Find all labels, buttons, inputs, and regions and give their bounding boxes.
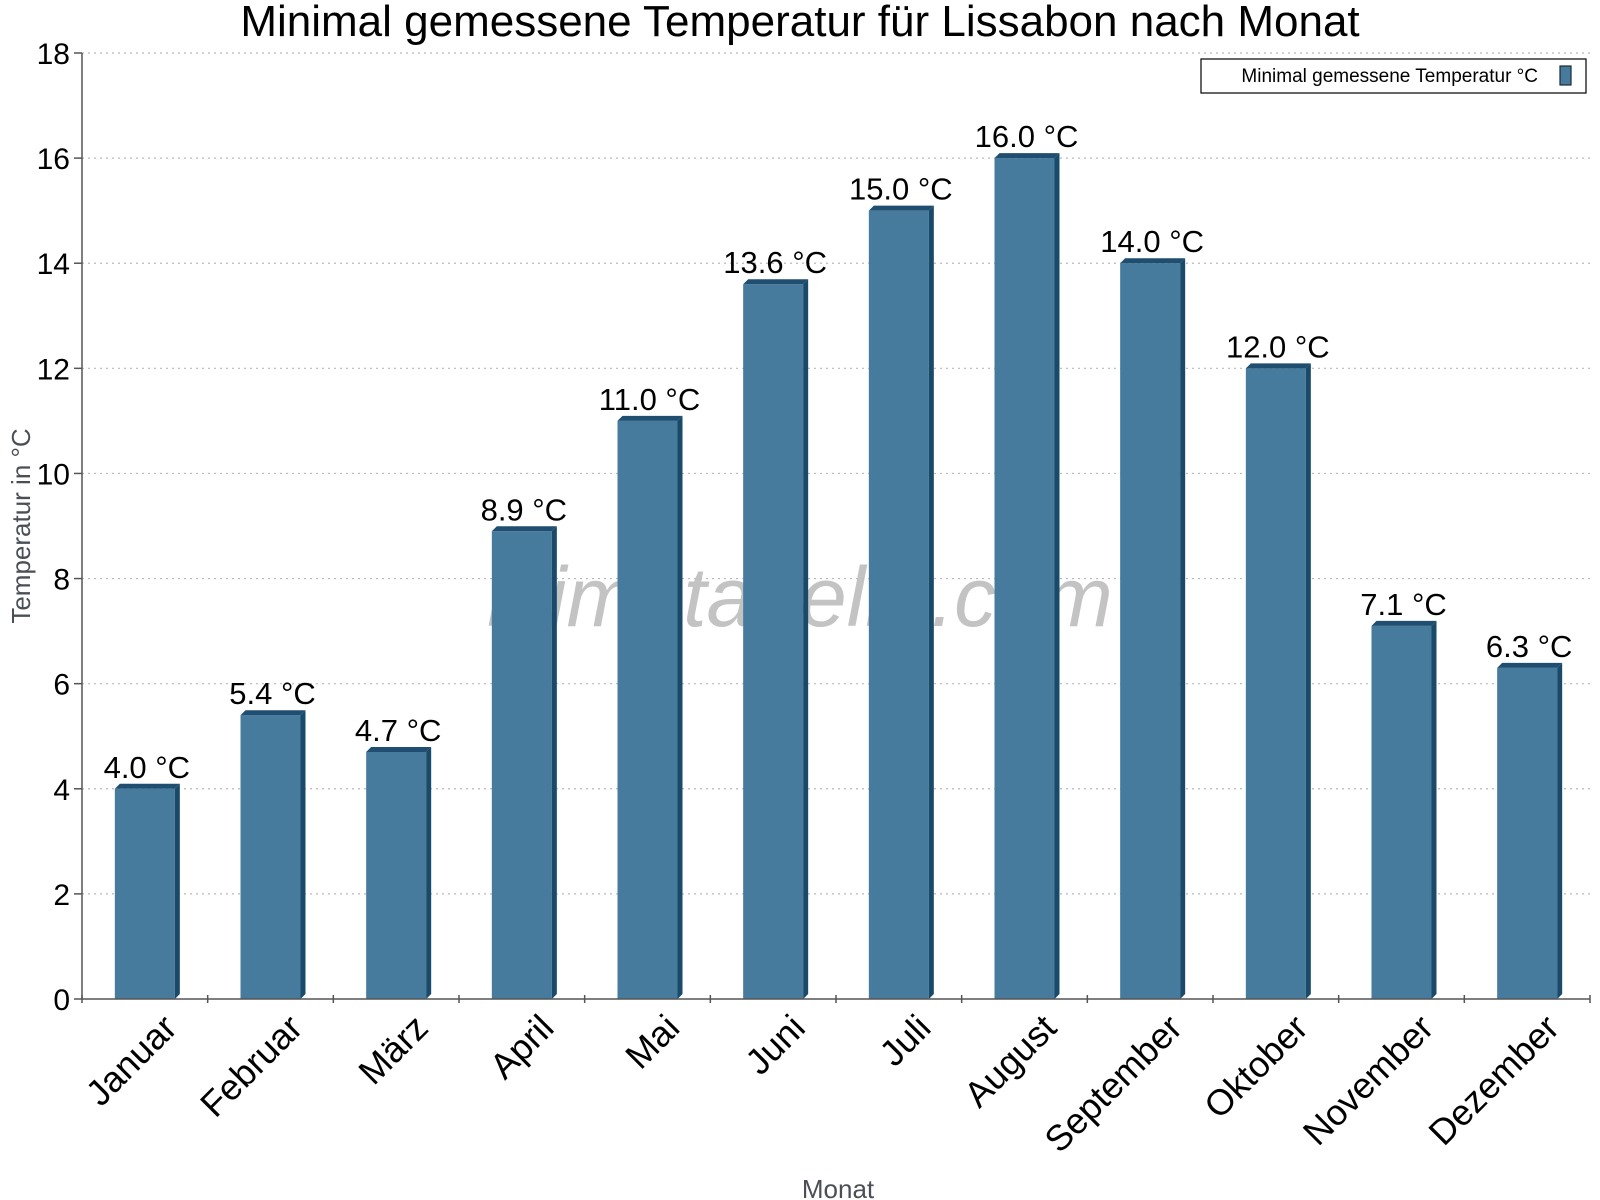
bar-side xyxy=(174,783,180,999)
x-tick-label: April xyxy=(482,1007,562,1087)
data-label: 11.0 °C xyxy=(599,382,700,417)
data-label: 6.3 °C xyxy=(1486,629,1573,664)
legend-swatch xyxy=(1559,65,1572,86)
bar-top xyxy=(366,746,432,752)
bar-top xyxy=(1120,258,1186,264)
bar-top xyxy=(114,783,180,789)
data-label: 4.7 °C xyxy=(355,713,442,748)
bar-side xyxy=(551,526,557,999)
bar xyxy=(994,153,1060,1000)
bar xyxy=(617,415,683,999)
bar xyxy=(1120,258,1186,999)
data-label: 15.0 °C xyxy=(849,172,953,207)
data-label: 8.9 °C xyxy=(481,492,568,527)
y-tick-label: 12 xyxy=(37,353,70,386)
bar xyxy=(240,710,306,999)
bar-side xyxy=(300,710,306,999)
legend-box xyxy=(1200,58,1587,94)
bar-top xyxy=(743,279,809,285)
y-axis-ticks: 0 2 4 6 8 10 12 14 16 18 xyxy=(37,38,82,1017)
bar-top xyxy=(240,710,306,716)
y-axis-title: Temperatur in °C xyxy=(6,428,36,623)
bar-side xyxy=(677,415,683,999)
bar xyxy=(868,205,934,999)
x-tick-label: Juni xyxy=(737,1007,813,1083)
data-label: 14.0 °C xyxy=(1100,224,1204,259)
y-tick-label: 14 xyxy=(37,248,70,281)
bar-top xyxy=(1371,620,1437,626)
bar xyxy=(1371,620,1437,999)
axes xyxy=(81,53,1590,1000)
legend-label: Minimal gemessene Temperatur °C xyxy=(1241,66,1538,87)
bars xyxy=(114,153,1563,1000)
bar-side xyxy=(426,746,432,999)
data-label: 7.1 °C xyxy=(1360,587,1447,622)
bar-face xyxy=(366,751,427,999)
y-tick-label: 18 xyxy=(37,38,70,71)
x-tick-label: November xyxy=(1295,1007,1441,1153)
x-tick-label: März xyxy=(350,1007,436,1093)
bar-face xyxy=(240,715,301,999)
bar-side xyxy=(1557,662,1563,999)
bar-side xyxy=(1305,363,1311,999)
y-tick-label: 10 xyxy=(37,458,70,491)
data-labels: 4.0 °C 5.4 °C 4.7 °C 8.9 °C 11.0 °C 13.6 °C 15… xyxy=(104,119,1573,785)
bar-top xyxy=(491,526,557,532)
bar-side xyxy=(928,205,934,999)
data-label: 4.0 °C xyxy=(104,750,191,785)
data-label: 16.0 °C xyxy=(975,119,1079,154)
y-tick-label: 0 xyxy=(53,984,70,1017)
y-tick-label: 2 xyxy=(53,879,70,912)
bar xyxy=(1245,363,1311,999)
x-axis-ticks: Januar Februar März April Mai Juni Juli AugustS… xyxy=(78,995,1591,1161)
data-label: 12.0 °C xyxy=(1226,329,1330,364)
x-tick-label: Juli xyxy=(871,1007,938,1074)
data-label: 5.4 °C xyxy=(229,676,316,711)
bar-side xyxy=(1431,620,1437,999)
y-tick-label: 6 xyxy=(53,669,70,702)
legend: Minimal gemessene Temperatur °C xyxy=(1200,58,1587,94)
x-tick-label: Dezember xyxy=(1420,1007,1566,1153)
x-tick-label: Oktober xyxy=(1196,1007,1316,1127)
y-tick-label: 8 xyxy=(53,564,70,597)
bar-face xyxy=(743,284,804,999)
bar-top xyxy=(868,205,934,211)
bar-face xyxy=(1245,368,1306,999)
bar-face xyxy=(1497,667,1558,999)
bar-side xyxy=(1180,258,1186,999)
y-tick-label: 16 xyxy=(37,143,70,176)
bar-top xyxy=(1245,363,1311,369)
bar-face xyxy=(868,210,929,999)
bar-top xyxy=(1497,662,1563,668)
bar xyxy=(1497,662,1563,999)
bar-face xyxy=(491,531,552,999)
data-label: 13.6 °C xyxy=(723,245,827,280)
bar xyxy=(743,279,809,999)
bar xyxy=(491,526,557,999)
bar-face xyxy=(1120,263,1181,999)
x-tick-label: Mai xyxy=(617,1007,687,1077)
bar xyxy=(366,746,432,999)
x-tick-label: August xyxy=(956,1007,1064,1115)
grid-lines xyxy=(82,52,1590,895)
x-tick-label: Februar xyxy=(192,1007,310,1125)
x-axis-title: Monat xyxy=(802,1174,875,1200)
bar-face xyxy=(617,420,678,999)
bar-side xyxy=(1054,153,1060,1000)
chart-title: Minimal gemessene Temperatur für Lissabo… xyxy=(240,0,1359,46)
x-tick-label: September xyxy=(1036,1007,1190,1161)
bar-top xyxy=(617,415,683,421)
bar-top xyxy=(994,153,1060,159)
x-tick-label: Januar xyxy=(78,1007,185,1114)
bar-side xyxy=(803,279,809,999)
bar-face xyxy=(1371,625,1432,999)
bar-face xyxy=(994,158,1055,1000)
bar xyxy=(114,783,180,999)
bar-face xyxy=(114,788,175,999)
y-tick-label: 4 xyxy=(53,774,70,807)
